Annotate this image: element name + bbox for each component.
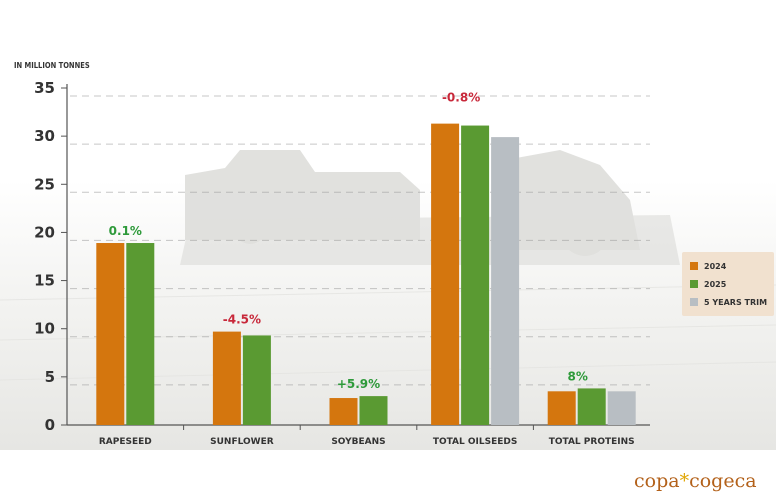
bar-rapeseed-2024: [96, 243, 125, 425]
legend-label-5-years-trim: 5 YEARS TRIM: [704, 297, 768, 307]
y-tick-label-5: 5: [45, 368, 55, 386]
change-label-rapeseed: 0.1%: [109, 224, 142, 238]
category-labels: RAPESEED SUNFLOWER SOYBEANS TOTAL OILSEEDS T…: [99, 437, 635, 447]
category-label-soybeans: SOYBEANS: [331, 437, 385, 447]
bar-rapeseed-2025: [126, 243, 155, 425]
y-tick-label-0: 0: [45, 416, 55, 434]
copa-cogeca-logo: copa*cogeca: [634, 470, 757, 492]
bar-total-proteins-2025: [577, 388, 606, 425]
bar-total-oilseeds-5-years-trim: [491, 137, 520, 425]
change-label-soybeans: +5.9%: [337, 377, 380, 391]
bars: [96, 123, 636, 426]
category-label-sunflower: SUNFLOWER: [210, 437, 274, 447]
y-tick-label-35: 35: [34, 79, 55, 97]
legend-swatch-2025: [690, 280, 698, 288]
change-label-total-proteins: 8%: [568, 369, 588, 383]
y-tick-labels: 0 5 10 15 20 25 30 35: [34, 79, 55, 434]
brand-star-icon: *: [679, 470, 690, 492]
legend-item-2024: 2024: [690, 260, 726, 272]
bar-total-proteins-5-years-trim: [607, 391, 636, 425]
y-tick-label-15: 15: [34, 272, 55, 290]
legend-label-2024: 2024: [704, 261, 727, 271]
change-label-total-oilseeds: -0.8%: [442, 91, 480, 105]
axis-lines: [61, 84, 650, 430]
legend-swatch-2024: [690, 262, 698, 270]
category-label-total-proteins: TOTAL PROTEINS: [549, 437, 635, 447]
category-label-total-oilseeds: TOTAL OILSEEDS: [433, 437, 518, 447]
legend: 2024 2025 5 YEARS TRIM: [682, 252, 774, 316]
legend-label-2025: 2025: [704, 279, 727, 289]
y-tick-label-20: 20: [34, 223, 55, 241]
legend-swatch-5-years-trim: [690, 298, 698, 306]
legend-item-2025: 2025: [690, 278, 726, 290]
change-labels: 0.1% -4.5% +5.9% -0.8% 8%: [109, 91, 588, 391]
bar-total-proteins-2024: [547, 391, 576, 425]
bar-soybeans-2025: [359, 396, 388, 425]
legend-item-5-years-trim: 5 YEARS TRIM: [690, 296, 767, 308]
y-axis-unit-label: IN MILLION TONNES: [14, 61, 90, 70]
y-tick-label-10: 10: [34, 320, 55, 338]
grid-lines: [70, 95, 650, 386]
y-tick-label-30: 30: [34, 127, 55, 145]
bar-total-oilseeds-2025: [461, 125, 490, 426]
bar-soybeans-2024: [329, 398, 358, 425]
brand-left: copa: [634, 470, 680, 492]
bar-sunflower-2025: [242, 335, 271, 425]
bar-total-oilseeds-2024: [431, 123, 460, 425]
change-label-sunflower: -4.5%: [223, 313, 261, 327]
category-label-rapeseed: RAPESEED: [99, 437, 152, 447]
brand-right: cogeca: [689, 470, 757, 492]
bar-sunflower-2024: [212, 331, 241, 425]
y-tick-label-25: 25: [34, 175, 55, 193]
